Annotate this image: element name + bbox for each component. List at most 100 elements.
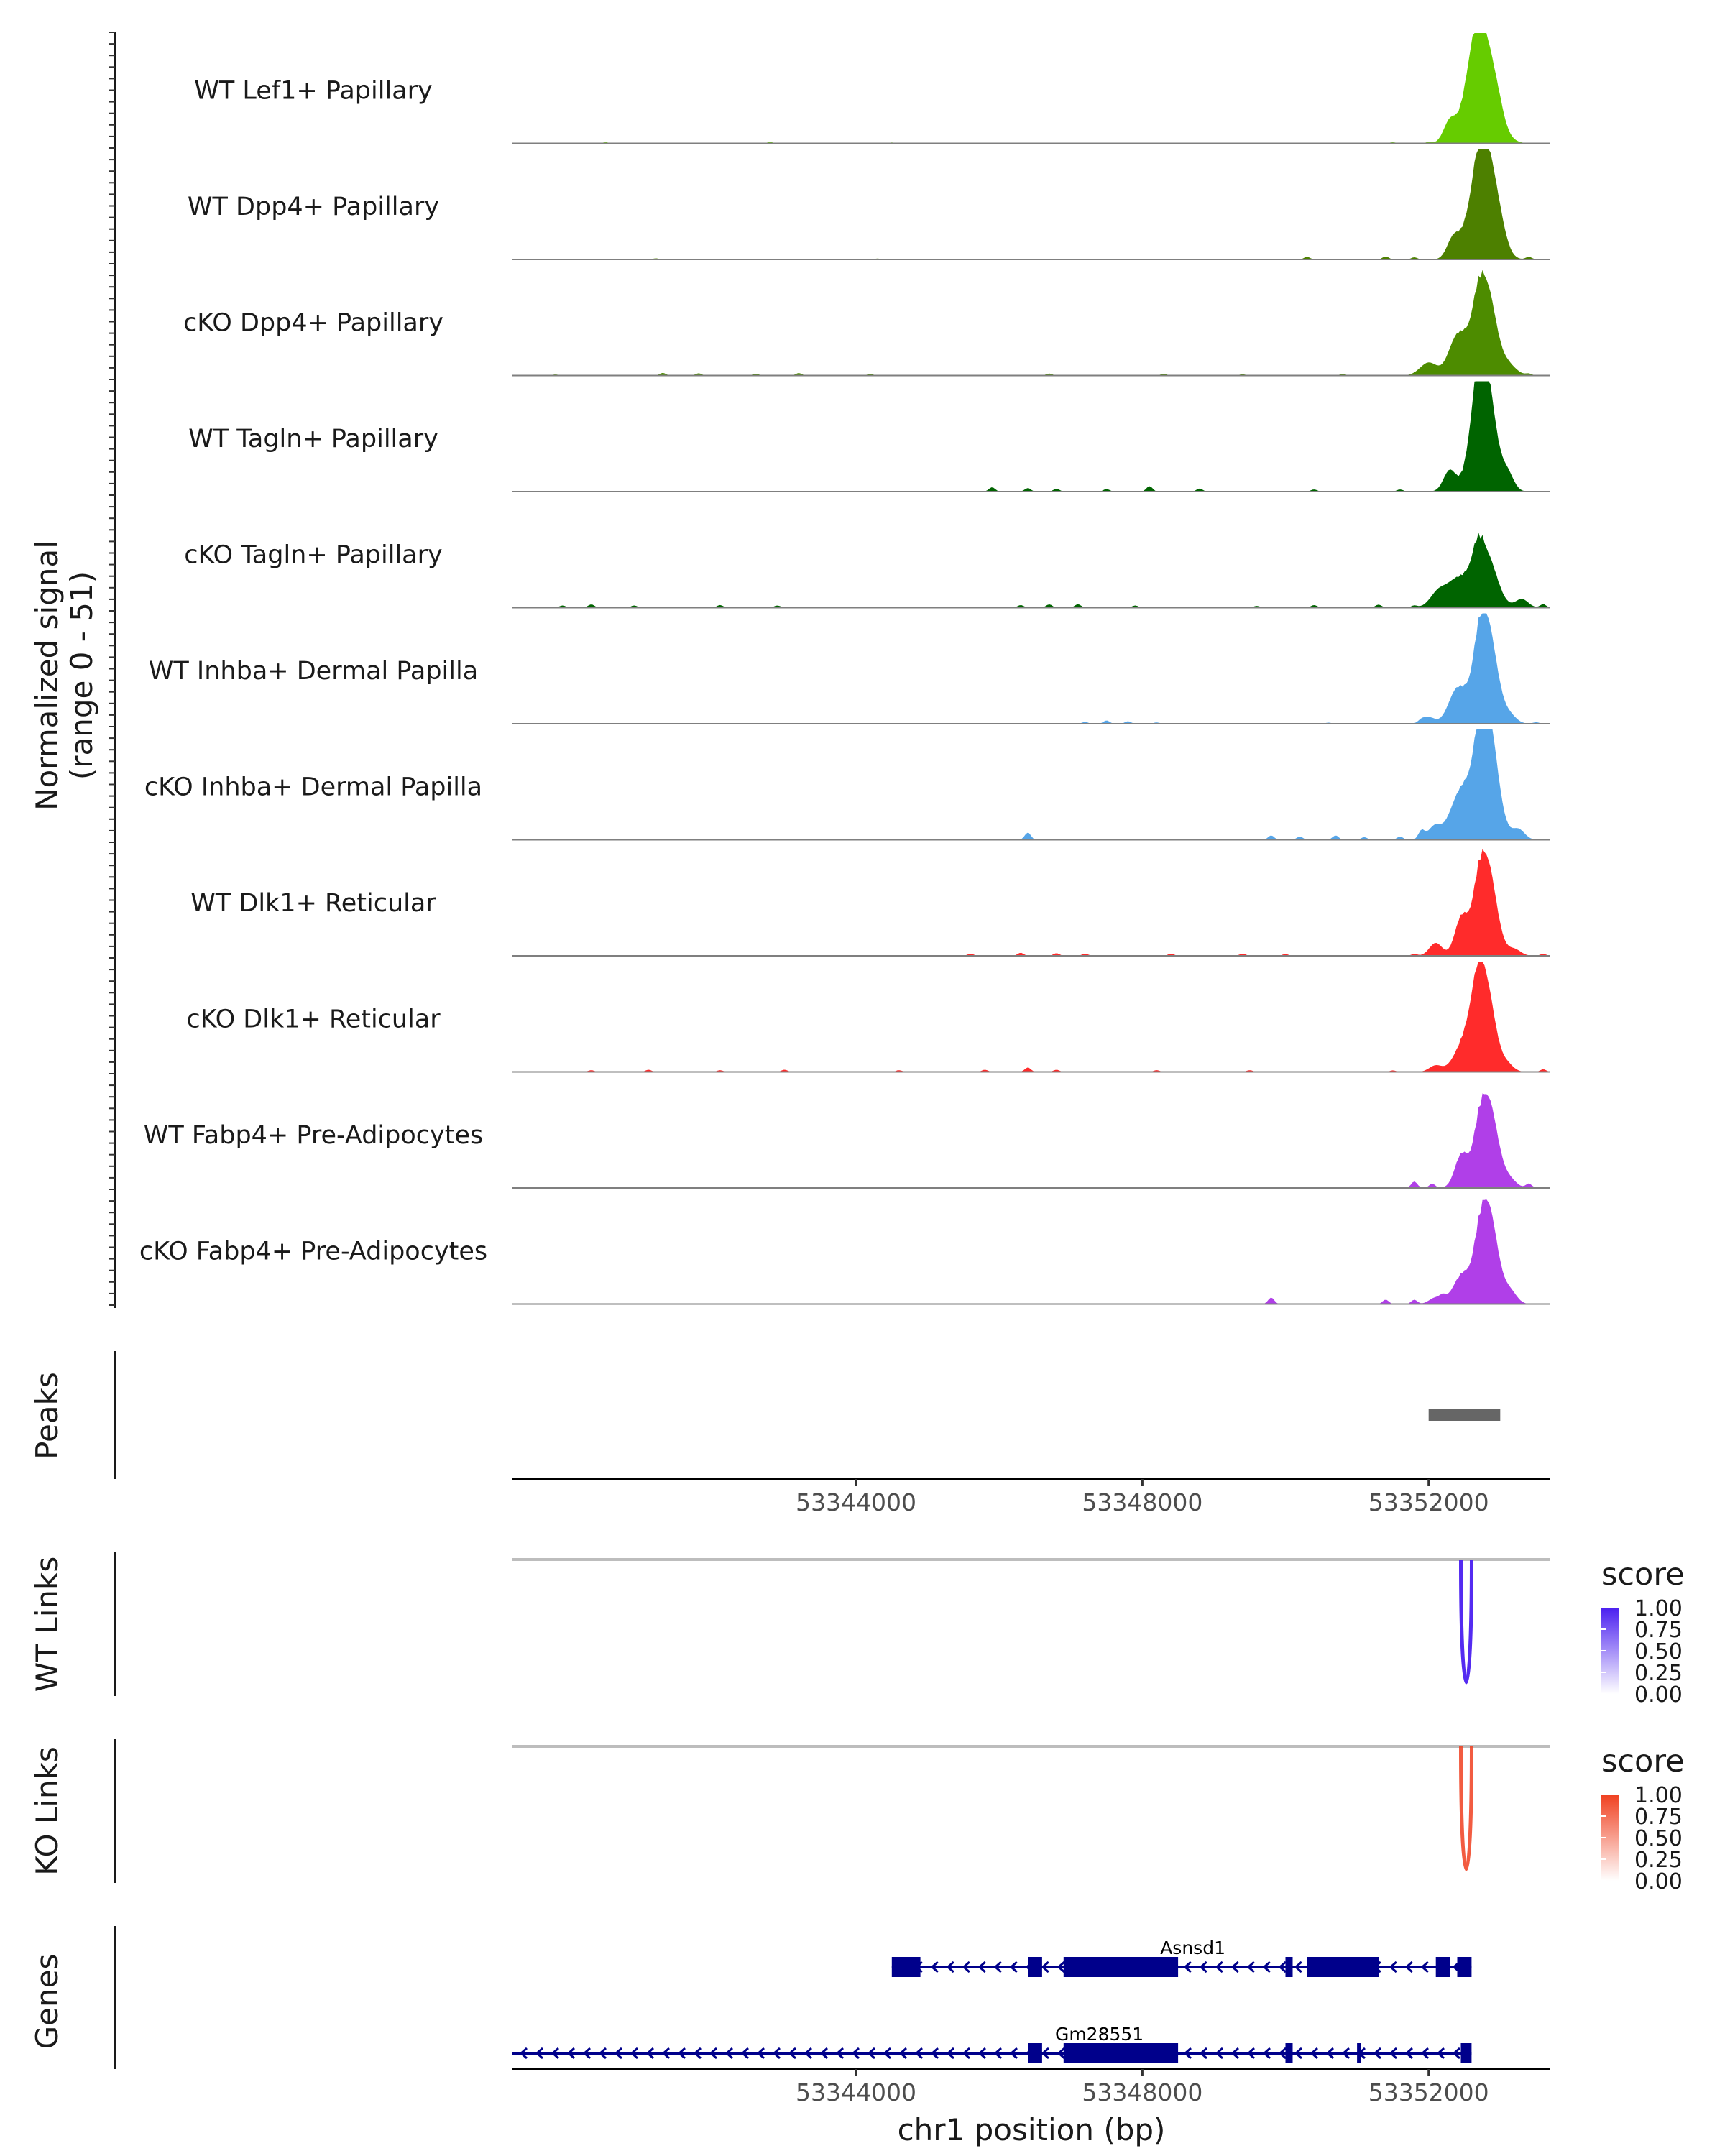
gene-strand-arrow bbox=[946, 2047, 954, 2060]
coverage-track-wt-fabp4-pre-adipocytes: WT Fabp4+ Pre-Adipocytes bbox=[144, 1093, 1550, 1189]
wt-links-track: 1.000.750.500.250.00 bbox=[114, 1552, 1683, 1708]
x-axis-title: chr1 position (bp) bbox=[898, 2112, 1166, 2147]
gene-strand-arrow bbox=[1009, 2047, 1018, 2060]
gene-strand-arrow bbox=[1183, 1961, 1192, 1973]
coverage-track-wt-dlk1-reticular: WT Dlk1+ Reticular bbox=[190, 849, 1550, 957]
gene-exon bbox=[1028, 1957, 1042, 1977]
gene-strand-arrow bbox=[1278, 2047, 1287, 2060]
gene-name-label: Gm28551 bbox=[1055, 2024, 1144, 2045]
gene-strand-arrow bbox=[804, 2047, 812, 2060]
gene-strand-arrow bbox=[1262, 2047, 1271, 2060]
coverage-track-cko-dlk1-reticular: cKO Dlk1+ Reticular bbox=[186, 962, 1550, 1073]
coverage-track-cko-fabp4-pre-adipocytes: cKO Fabp4+ Pre-Adipocytes bbox=[139, 1199, 1550, 1305]
gene-exon bbox=[1435, 1957, 1450, 1977]
gene-strand-arrow bbox=[883, 2047, 891, 2060]
gene-strand-arrow bbox=[645, 2047, 654, 2060]
gene-strand-arrow bbox=[1452, 2047, 1460, 2060]
gene-strand-arrow bbox=[1199, 1961, 1208, 1973]
ko-links-legend-tick-label: 1.00 bbox=[1634, 1783, 1683, 1808]
gene-strand-arrow bbox=[1404, 1961, 1413, 1973]
wt-links-link-arc bbox=[1459, 1559, 1473, 1685]
gene-strand-arrow bbox=[962, 1961, 970, 1973]
gene-strand-arrow bbox=[1389, 1961, 1397, 1973]
ko-links-track: 1.000.750.500.250.00 bbox=[114, 1739, 1683, 1894]
wt-links-legend-tick-label: 0.50 bbox=[1634, 1639, 1683, 1664]
genes-track-label: Genes bbox=[29, 1954, 65, 2050]
gene-strand-arrow bbox=[693, 2047, 702, 2060]
gene-strand-arrow bbox=[898, 2047, 907, 2060]
gene-strand-arrow bbox=[1246, 1961, 1255, 1973]
x-axis-bottom-tick-label: 53352000 bbox=[1368, 2078, 1489, 2106]
x-axis-top: 53344000 53348000 53352000 bbox=[512, 1478, 1550, 1516]
gene-strand-arrow bbox=[962, 2047, 970, 2060]
coverage-track-label: WT Tagln+ Papillary bbox=[188, 425, 438, 453]
gene-strand-arrow bbox=[978, 2047, 986, 2060]
coverage-track-label: cKO Fabp4+ Pre-Adipocytes bbox=[139, 1238, 487, 1266]
ko-links-legend-tick-label: 0.75 bbox=[1634, 1805, 1683, 1830]
gene-strand-arrow bbox=[946, 1961, 954, 1973]
gene-strand-arrow bbox=[788, 2047, 796, 2060]
gene-exon bbox=[1307, 1957, 1379, 1977]
gene-strand-arrow bbox=[851, 2047, 860, 2060]
gene-strand-arrow bbox=[519, 2047, 528, 2060]
gene-strand-arrow bbox=[930, 1961, 939, 1973]
gene-exon bbox=[1063, 2043, 1179, 2063]
gene-exon bbox=[1285, 1957, 1293, 1977]
links-tracks: 1.000.750.500.250.001.000.750.500.250.00 bbox=[114, 1552, 1683, 1894]
coverage-track-cko-dpp4-papillary: cKO Dpp4+ Papillary bbox=[183, 270, 1550, 377]
coverage-track-wt-tagln-papillary: WT Tagln+ Papillary bbox=[188, 381, 1550, 492]
gene-exon bbox=[1063, 1957, 1179, 1977]
gene-strand-arrow bbox=[1262, 1961, 1271, 1973]
gene-strand-arrow bbox=[1294, 2047, 1302, 2060]
gene-strand-arrow bbox=[1215, 2047, 1223, 2060]
gene-strand-arrow bbox=[1215, 1961, 1223, 1973]
coverage-area-cko-dpp4-papillary bbox=[512, 270, 1550, 376]
coverage-tracks: WT Lef1+ Papillary WT Dpp4+ Papillary cKO … bbox=[109, 32, 1550, 1308]
gene-exon bbox=[1457, 1957, 1472, 1977]
coverage-area-cko-dlk1-reticular bbox=[512, 962, 1550, 1072]
coverage-track-label: cKO Dlk1+ Reticular bbox=[186, 1005, 441, 1034]
x-axis-top-tick-label: 53344000 bbox=[796, 1488, 916, 1516]
gene-exon bbox=[891, 1957, 921, 1977]
coverage-y-axis-title: Normalized signal bbox=[29, 540, 65, 811]
gene-strand-arrow bbox=[1420, 2047, 1429, 2060]
gene-strand-arrow bbox=[819, 2047, 828, 2060]
gene-strand-arrow bbox=[1041, 2047, 1049, 2060]
coverage-track-label: cKO Tagln+ Papillary bbox=[184, 541, 443, 570]
x-axis-top-tick-label: 53348000 bbox=[1082, 1488, 1202, 1516]
gene-strand-arrow bbox=[1183, 2047, 1192, 2060]
wt-links-legend-title: score bbox=[1601, 1557, 1685, 1593]
gene-strand-arrow bbox=[1199, 2047, 1208, 2060]
ko-links-legend-title: score bbox=[1601, 1743, 1685, 1779]
coverage-track-cko-tagln-papillary: cKO Tagln+ Papillary bbox=[184, 532, 1550, 609]
coverage-area-wt-inhba-dermal-papilla bbox=[512, 613, 1550, 724]
gene-strand-arrow bbox=[835, 2047, 844, 2060]
coverage-track-label: cKO Dpp4+ Papillary bbox=[183, 309, 443, 338]
gene-strand-arrow bbox=[1246, 2047, 1255, 2060]
ko-links-legend-tick-label: 0.50 bbox=[1634, 1826, 1683, 1851]
coverage-y-axis-range: (range 0 - 51) bbox=[64, 571, 99, 780]
gene-strand-arrow bbox=[598, 2047, 607, 2060]
ko-links-legend-tick-label: 0.25 bbox=[1634, 1848, 1683, 1873]
gene-strand-arrow bbox=[930, 2047, 939, 2060]
gene-strand-arrow bbox=[661, 2047, 670, 2060]
gene-strand-arrow bbox=[709, 2047, 717, 2060]
gene-exon bbox=[1028, 2043, 1042, 2063]
wt-links-legend-tick-label: 0.00 bbox=[1634, 1682, 1683, 1708]
gene-strand-arrow bbox=[867, 2047, 875, 2060]
gene-strand-arrow bbox=[978, 1961, 986, 1973]
coverage-track-wt-lef1-papillary: WT Lef1+ Papillary bbox=[194, 33, 1550, 144]
gene-exon bbox=[1285, 2043, 1293, 2063]
gene-asnsd1: Asnsd1 bbox=[891, 1938, 1472, 1977]
x-axis-bottom-tick-label: 53348000 bbox=[1082, 2078, 1202, 2106]
gene-strand-arrow bbox=[1420, 1961, 1429, 1973]
gene-strand-arrow bbox=[1341, 2047, 1350, 2060]
coverage-track-label: WT Inhba+ Dermal Papilla bbox=[149, 657, 478, 686]
gene-strand-arrow bbox=[1057, 1961, 1065, 1973]
gene-strand-arrow bbox=[993, 1961, 1002, 1973]
wt-links-legend-tick-label: 0.75 bbox=[1634, 1618, 1683, 1643]
gene-exon bbox=[1357, 2043, 1361, 2063]
coverage-track-label: WT Fabp4+ Pre-Adipocytes bbox=[144, 1121, 483, 1150]
coverage-area-wt-tagln-papillary bbox=[512, 381, 1550, 492]
peaks-track-label: Peaks bbox=[29, 1372, 65, 1460]
